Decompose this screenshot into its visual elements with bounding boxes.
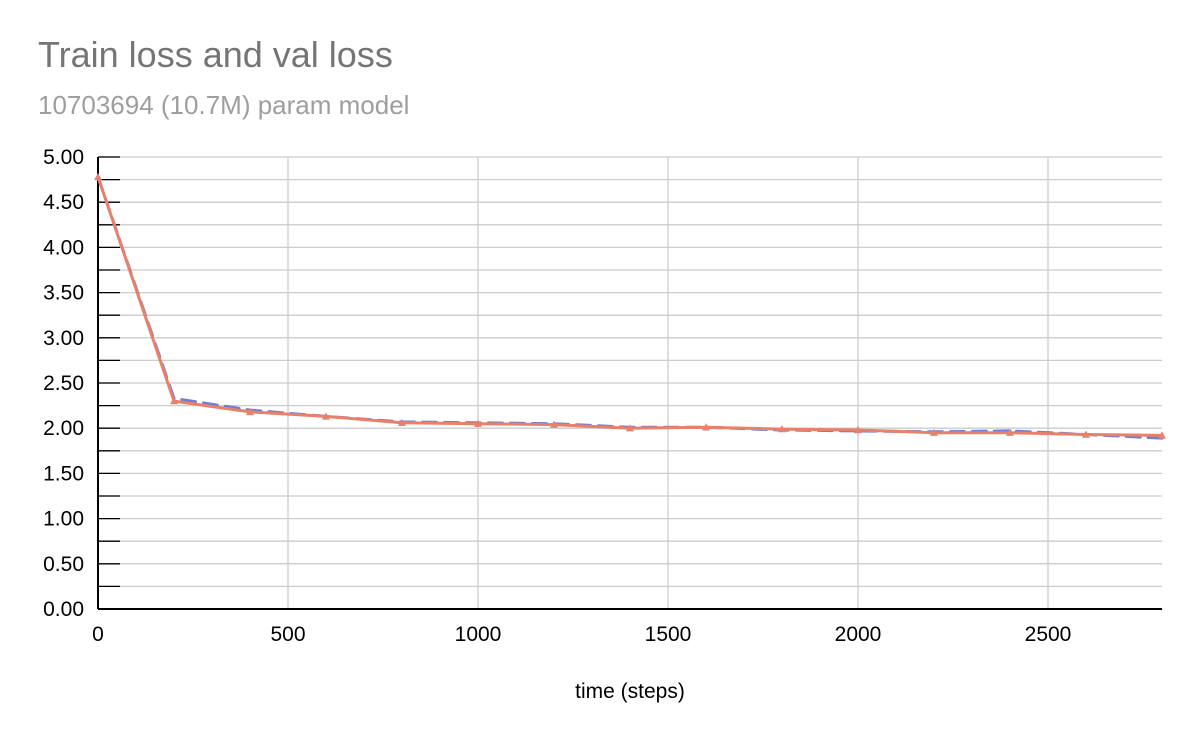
tick-labels: 0.00 0.50 1.00 1.50 2.00 2.50 3.00 3.50 4.00 4.50… <box>43 146 1071 646</box>
series-1-point <box>474 419 482 427</box>
series-1-point <box>322 412 330 420</box>
y-tick-label: 3.00 <box>43 327 84 350</box>
series-group <box>94 172 1166 440</box>
series-1-point <box>626 424 634 432</box>
y-tick-label: 2.00 <box>43 417 84 440</box>
series-1-point <box>550 420 558 428</box>
y-tick-label: 1.50 <box>43 462 84 485</box>
x-tick-label: 0 <box>92 623 104 646</box>
series-1-point <box>246 407 254 416</box>
y-tick-label: 1.00 <box>43 508 84 531</box>
y-tick-label: 3.50 <box>43 282 84 305</box>
series-line-1 <box>96 175 1164 437</box>
y-tick-label: 0.00 <box>43 598 84 621</box>
series-1-point <box>854 426 862 434</box>
y-tick-label: 2.50 <box>43 372 84 395</box>
axes <box>97 156 1162 610</box>
chart-subtitle: 10703694 (10.7M) param model <box>38 90 410 120</box>
series-1-point <box>1082 430 1090 438</box>
x-tick-label: 1500 <box>645 623 692 646</box>
series-1-point <box>1006 428 1014 436</box>
y-tick-label: 4.50 <box>43 191 84 214</box>
series-1-point <box>1158 431 1166 439</box>
x-tick-label: 500 <box>270 623 305 646</box>
series-1-point <box>170 397 178 405</box>
series-1-point <box>702 423 710 431</box>
series-line-0 <box>96 175 1164 440</box>
y-tick-label: 0.50 <box>43 553 84 576</box>
chart-title: Train loss and val loss <box>38 34 393 75</box>
y-tick-label: 4.00 <box>43 236 84 259</box>
grid <box>98 156 1162 610</box>
x-tick-label: 1000 <box>455 623 502 646</box>
series-1-point <box>398 418 406 426</box>
y-tick-label: 5.00 <box>43 146 84 169</box>
x-tick-label: 2500 <box>1025 623 1072 646</box>
series-1-point <box>930 428 938 436</box>
x-tick-label: 2000 <box>835 623 882 646</box>
x-axis-title: time (steps) <box>575 680 685 703</box>
series-1-point <box>778 425 786 433</box>
series-1-point <box>94 172 102 181</box>
